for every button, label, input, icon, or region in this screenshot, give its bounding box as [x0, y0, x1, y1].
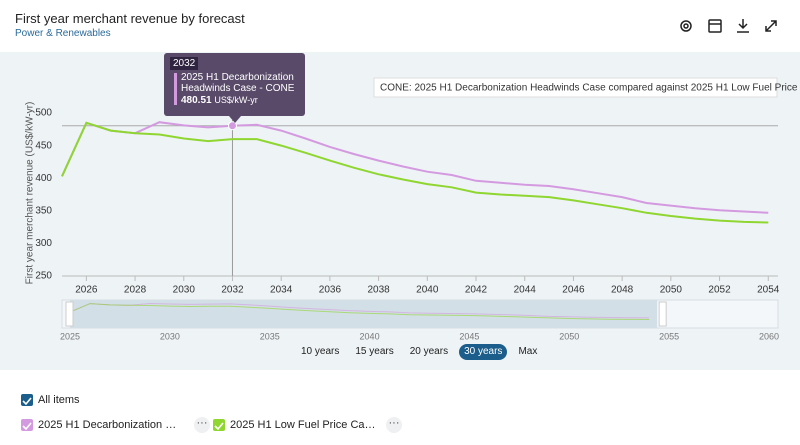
navigator-window [70, 300, 658, 328]
download-icon[interactable] [737, 19, 749, 33]
toolbar[interactable] [680, 19, 777, 33]
tooltip-unit: US$/kW-yr [214, 95, 258, 105]
range-button[interactable]: 15 years [355, 346, 394, 357]
x-tick-label: 2028 [124, 285, 147, 296]
checkbox-all[interactable] [21, 394, 33, 406]
range-button[interactable]: Max [518, 346, 538, 357]
x-tick-label: 2030 [173, 285, 196, 296]
y-tick-label: 450 [35, 140, 52, 151]
x-tick-label: 2050 [660, 285, 683, 296]
y-axis-label: First year merchant revenue (US$/kW-yr) [25, 102, 36, 285]
legend-checkbox[interactable] [213, 419, 225, 431]
navigator-handle[interactable] [65, 301, 74, 327]
y-tick-label: 400 [35, 173, 52, 184]
legend-all[interactable]: All items [38, 394, 80, 406]
navigator-tick-label: 2040 [360, 331, 380, 341]
x-tick-label: 2052 [708, 285, 731, 296]
title: First year merchant revenue by forecast [15, 11, 245, 26]
navigator-tick-label: 2060 [759, 331, 779, 341]
navigator-tick-label: 2045 [459, 331, 479, 341]
subtitle: Power & Renewables [15, 28, 111, 39]
legend-menu[interactable]: ··· [386, 417, 402, 433]
annotation: CONE: 2025 H1 Decarbonization Headwinds … [380, 83, 800, 94]
legend-label[interactable]: 2025 H1 Decarbonization Headwinds Case -… [38, 419, 183, 431]
table-icon[interactable] [708, 19, 722, 33]
navigator-tick-label: 2050 [559, 331, 579, 341]
navigator-tick-label: 2030 [160, 331, 180, 341]
navigator-tick-label: 2055 [659, 331, 679, 341]
navigator-tick-label: 2035 [260, 331, 280, 341]
navigator-handle[interactable] [658, 301, 667, 327]
range-buttons: 10 years 15 years 20 years 30 years Max [296, 344, 542, 360]
y-tick-label: 350 [35, 205, 52, 216]
x-tick-label: 2040 [416, 285, 439, 296]
legend-menu[interactable]: ··· [194, 417, 210, 433]
legend-checkbox[interactable] [21, 419, 33, 431]
navigator-tick-label: 2025 [60, 331, 80, 341]
tooltip-x: 2032 [170, 57, 199, 70]
x-tick-label: 2042 [465, 285, 488, 296]
series-line [61, 121, 769, 214]
series-line [61, 121, 769, 224]
x-tick-label: 2038 [367, 285, 390, 296]
annotation-box [373, 77, 778, 98]
settings-icon[interactable] [680, 20, 692, 32]
y-tick-label: 300 [35, 238, 52, 249]
x-tick-label: 2044 [514, 285, 537, 296]
expand-icon[interactable] [765, 20, 777, 32]
range-button[interactable]: 30 years [459, 344, 508, 360]
tooltip-value-row: 480.51 US$/kW-yr [181, 95, 258, 106]
range-button[interactable]: 10 years [301, 346, 340, 357]
x-tick-label: 2032 [221, 285, 244, 296]
tooltip-arrow [229, 116, 241, 123]
y-tick-label: 250 [35, 271, 52, 282]
x-tick-label: 2054 [757, 285, 780, 296]
x-tick-label: 2034 [270, 285, 293, 296]
legend-label[interactable]: 2025 H1 Low Fuel Price Case - CONE [230, 419, 380, 431]
navigator-line [69, 302, 650, 319]
x-tick-label: 2048 [611, 285, 634, 296]
x-tick-label: 2046 [562, 285, 585, 296]
hover-marker [227, 121, 237, 131]
tooltip-series: 2025 H1 Decarbonization Headwinds Case -… [181, 72, 295, 94]
tooltip-swatch [174, 73, 177, 105]
y-tick-label: 500 [35, 108, 52, 119]
x-tick-label: 2036 [319, 285, 342, 296]
x-tick-label: 2026 [75, 285, 98, 296]
tooltip: 2032 2025 H1 Decarbonization Headwinds C… [164, 53, 305, 116]
navigator-line [69, 303, 650, 320]
tooltip-value: 480.51 [181, 95, 212, 106]
settings-icon-hub [683, 23, 689, 29]
range-button[interactable]: 20 years [409, 346, 449, 357]
